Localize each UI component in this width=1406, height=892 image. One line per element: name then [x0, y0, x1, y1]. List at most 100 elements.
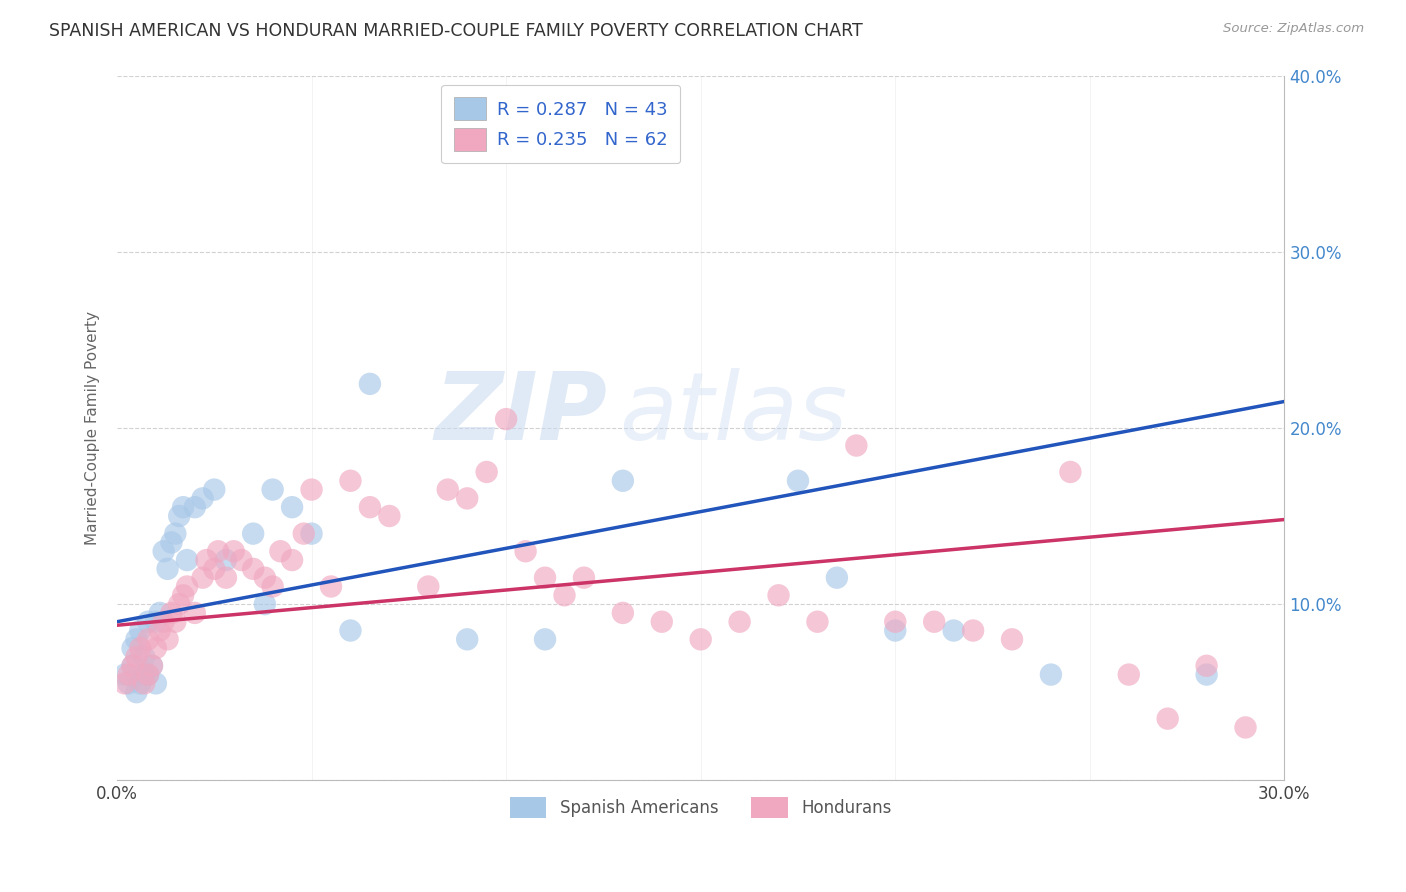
Point — [156, 562, 179, 576]
Text: SPANISH AMERICAN VS HONDURAN MARRIED-COUPLE FAMILY POVERTY CORRELATION CHART: SPANISH AMERICAN VS HONDURAN MARRIED-COU… — [49, 22, 863, 40]
Point — [1195, 658, 1218, 673]
Point — [191, 491, 214, 506]
Point — [134, 676, 156, 690]
Point — [136, 667, 159, 681]
Point — [215, 571, 238, 585]
Point — [145, 676, 167, 690]
Point — [515, 544, 537, 558]
Point — [456, 491, 478, 506]
Point — [1059, 465, 1081, 479]
Point — [884, 615, 907, 629]
Point — [136, 632, 159, 647]
Point — [301, 526, 323, 541]
Point — [1118, 667, 1140, 681]
Point — [202, 483, 225, 497]
Point — [281, 553, 304, 567]
Point — [136, 615, 159, 629]
Point — [141, 658, 163, 673]
Point — [242, 526, 264, 541]
Point — [121, 658, 143, 673]
Point — [572, 571, 595, 585]
Point — [129, 624, 152, 638]
Point — [301, 483, 323, 497]
Point — [172, 500, 194, 515]
Point — [145, 641, 167, 656]
Y-axis label: Married-Couple Family Poverty: Married-Couple Family Poverty — [86, 311, 100, 545]
Point — [475, 465, 498, 479]
Point — [1156, 712, 1178, 726]
Point — [534, 632, 557, 647]
Point — [152, 544, 174, 558]
Point — [156, 632, 179, 647]
Point — [149, 606, 172, 620]
Point — [134, 650, 156, 665]
Point — [378, 508, 401, 523]
Point — [495, 412, 517, 426]
Point — [262, 483, 284, 497]
Point — [787, 474, 810, 488]
Point — [884, 624, 907, 638]
Point — [1001, 632, 1024, 647]
Point — [160, 535, 183, 549]
Text: ZIP: ZIP — [434, 368, 607, 459]
Point — [129, 641, 152, 656]
Point — [191, 571, 214, 585]
Point — [215, 553, 238, 567]
Point — [129, 676, 152, 690]
Point — [117, 667, 139, 681]
Point — [149, 624, 172, 638]
Point — [262, 579, 284, 593]
Point — [728, 615, 751, 629]
Point — [172, 588, 194, 602]
Point — [202, 562, 225, 576]
Point — [359, 500, 381, 515]
Point — [125, 632, 148, 647]
Point — [942, 624, 965, 638]
Point — [339, 624, 361, 638]
Point — [281, 500, 304, 515]
Text: atlas: atlas — [619, 368, 848, 459]
Point — [1039, 667, 1062, 681]
Point — [121, 658, 143, 673]
Point — [114, 676, 136, 690]
Text: Source: ZipAtlas.com: Source: ZipAtlas.com — [1223, 22, 1364, 36]
Point — [612, 474, 634, 488]
Point — [125, 650, 148, 665]
Point — [121, 641, 143, 656]
Point — [319, 579, 342, 593]
Point — [160, 606, 183, 620]
Point — [176, 553, 198, 567]
Point — [195, 553, 218, 567]
Point — [553, 588, 575, 602]
Point — [176, 579, 198, 593]
Point — [222, 544, 245, 558]
Point — [845, 438, 868, 452]
Point — [145, 615, 167, 629]
Point — [534, 571, 557, 585]
Point — [114, 667, 136, 681]
Point — [134, 667, 156, 681]
Point — [436, 483, 458, 497]
Point — [456, 632, 478, 647]
Point — [165, 526, 187, 541]
Point — [253, 597, 276, 611]
Point — [184, 500, 207, 515]
Point — [339, 474, 361, 488]
Point — [1195, 667, 1218, 681]
Point — [184, 606, 207, 620]
Point — [165, 615, 187, 629]
Point — [125, 685, 148, 699]
Point — [689, 632, 711, 647]
Point — [418, 579, 440, 593]
Legend: Spanish Americans, Hondurans: Spanish Americans, Hondurans — [503, 790, 898, 825]
Point — [806, 615, 828, 629]
Point — [242, 562, 264, 576]
Point — [1234, 721, 1257, 735]
Point — [207, 544, 229, 558]
Point — [269, 544, 291, 558]
Point — [152, 615, 174, 629]
Point — [167, 508, 190, 523]
Point — [136, 667, 159, 681]
Point — [167, 597, 190, 611]
Point — [651, 615, 673, 629]
